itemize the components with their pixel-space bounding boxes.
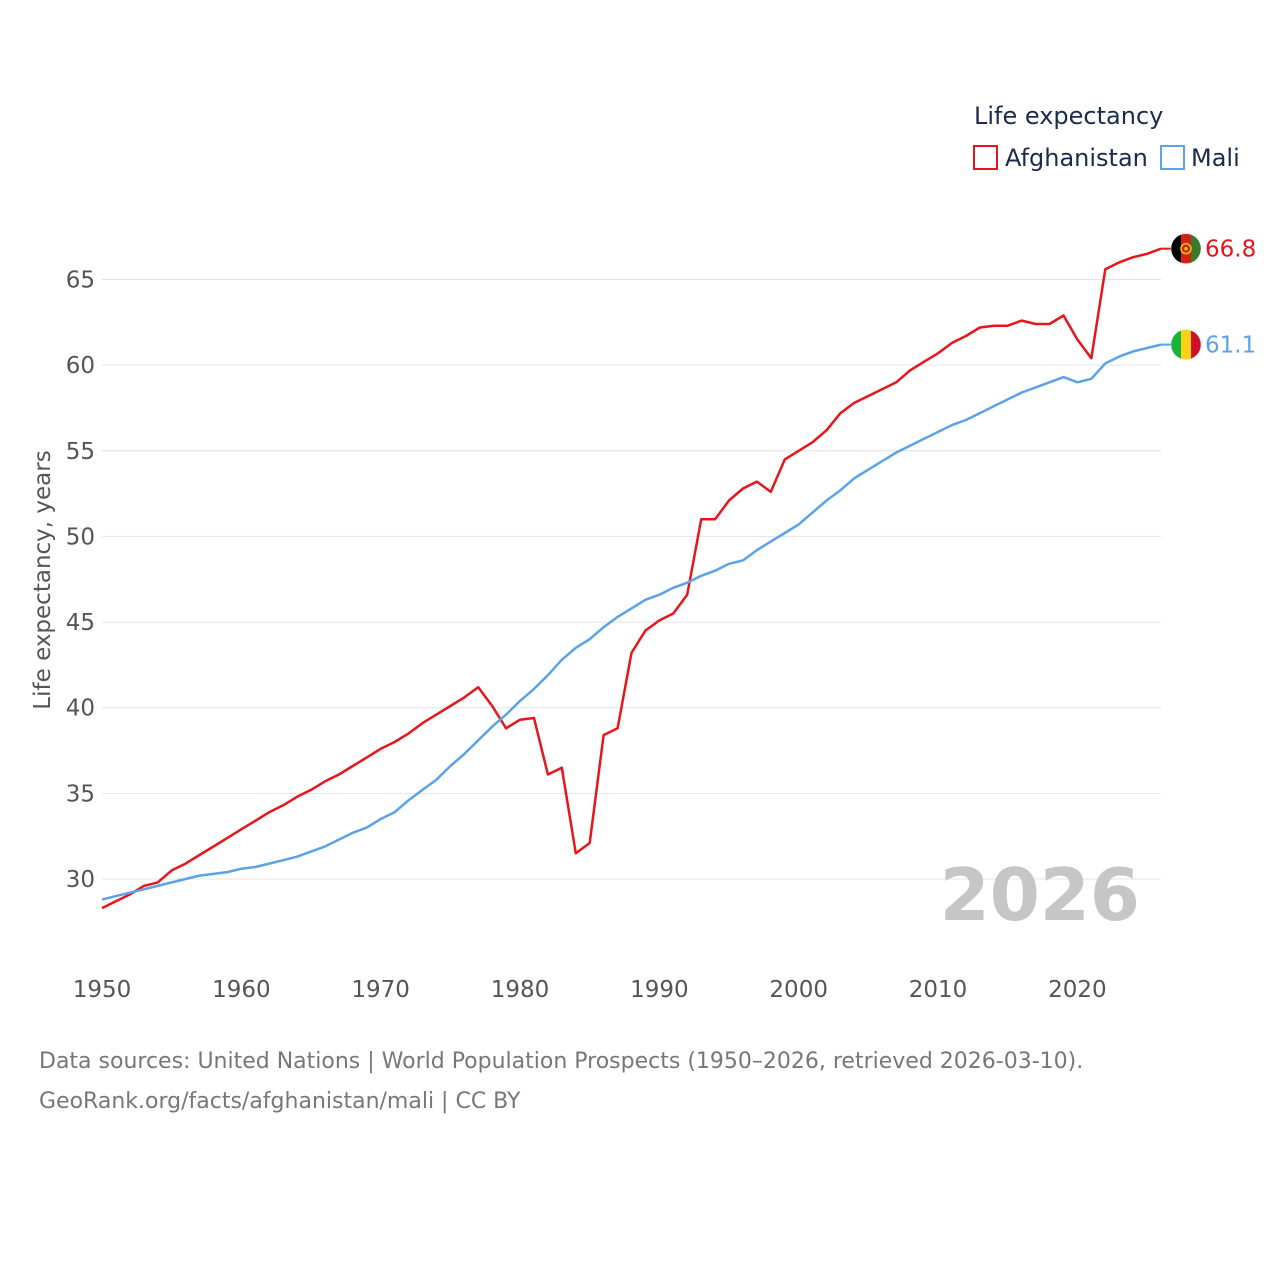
x-tick-label-1960: 1960 bbox=[212, 977, 271, 1003]
end-value-label-mali: 61.1 bbox=[1205, 333, 1256, 359]
y-tick-label-65: 65 bbox=[66, 268, 95, 294]
x-axis-ticks: 1950 1960 1970 1980 1990 2000 2010 2020 bbox=[73, 977, 1107, 1003]
legend-label-mali: Mali bbox=[1191, 144, 1240, 172]
x-tick-label-2020: 2020 bbox=[1048, 977, 1107, 1003]
x-tick-label-2010: 2010 bbox=[909, 977, 968, 1003]
series-line-mali[interactable] bbox=[101, 343, 1162, 901]
year-watermark: 2026 bbox=[940, 853, 1140, 937]
legend-item-afghanistan[interactable]: Afghanistan bbox=[973, 144, 1148, 172]
legend-swatch-afghanistan bbox=[973, 145, 998, 170]
legend-swatch-mali bbox=[1160, 145, 1185, 170]
y-tick-label-50: 50 bbox=[66, 524, 95, 550]
y-tick-label-35: 35 bbox=[66, 781, 95, 807]
y-tick-label-40: 40 bbox=[66, 696, 95, 722]
y-axis-title: Life expectancy, years bbox=[30, 450, 56, 709]
y-tick-label-45: 45 bbox=[66, 610, 95, 636]
x-tick-label-1970: 1970 bbox=[351, 977, 410, 1003]
x-tick-label-1990: 1990 bbox=[630, 977, 689, 1003]
x-tick-label-1950: 1950 bbox=[73, 977, 132, 1003]
afghanistan-flag-icon bbox=[1170, 233, 1202, 264]
source-line-2[interactable]: GeoRank.org/facts/afghanistan/mali | CC … bbox=[39, 1089, 521, 1114]
x-tick-label-1980: 1980 bbox=[491, 977, 550, 1003]
series-end-labels: 66.8 61.1 bbox=[1161, 233, 1256, 360]
legend-title: Life expectancy bbox=[974, 102, 1163, 130]
gridlines bbox=[102, 279, 1161, 880]
end-value-label-afghanistan: 66.8 bbox=[1205, 237, 1256, 263]
legend-item-mali[interactable]: Mali bbox=[1160, 144, 1240, 172]
y-tick-label-60: 60 bbox=[66, 353, 95, 379]
series-lines bbox=[101, 247, 1162, 910]
series-line-afghanistan[interactable] bbox=[101, 247, 1162, 910]
legend-label-afghanistan: Afghanistan bbox=[1005, 144, 1148, 172]
x-tick-label-2000: 2000 bbox=[769, 977, 828, 1003]
legend: Life expectancy Afghanistan Mali bbox=[973, 102, 1240, 172]
y-tick-label-30: 30 bbox=[66, 867, 95, 893]
y-axis-ticks: 30 35 40 45 50 55 60 65 bbox=[66, 268, 95, 894]
source-line-1: Data sources: United Nations | World Pop… bbox=[39, 1049, 1083, 1074]
mali-flag-icon bbox=[1170, 329, 1202, 360]
y-tick-label-55: 55 bbox=[66, 439, 95, 465]
